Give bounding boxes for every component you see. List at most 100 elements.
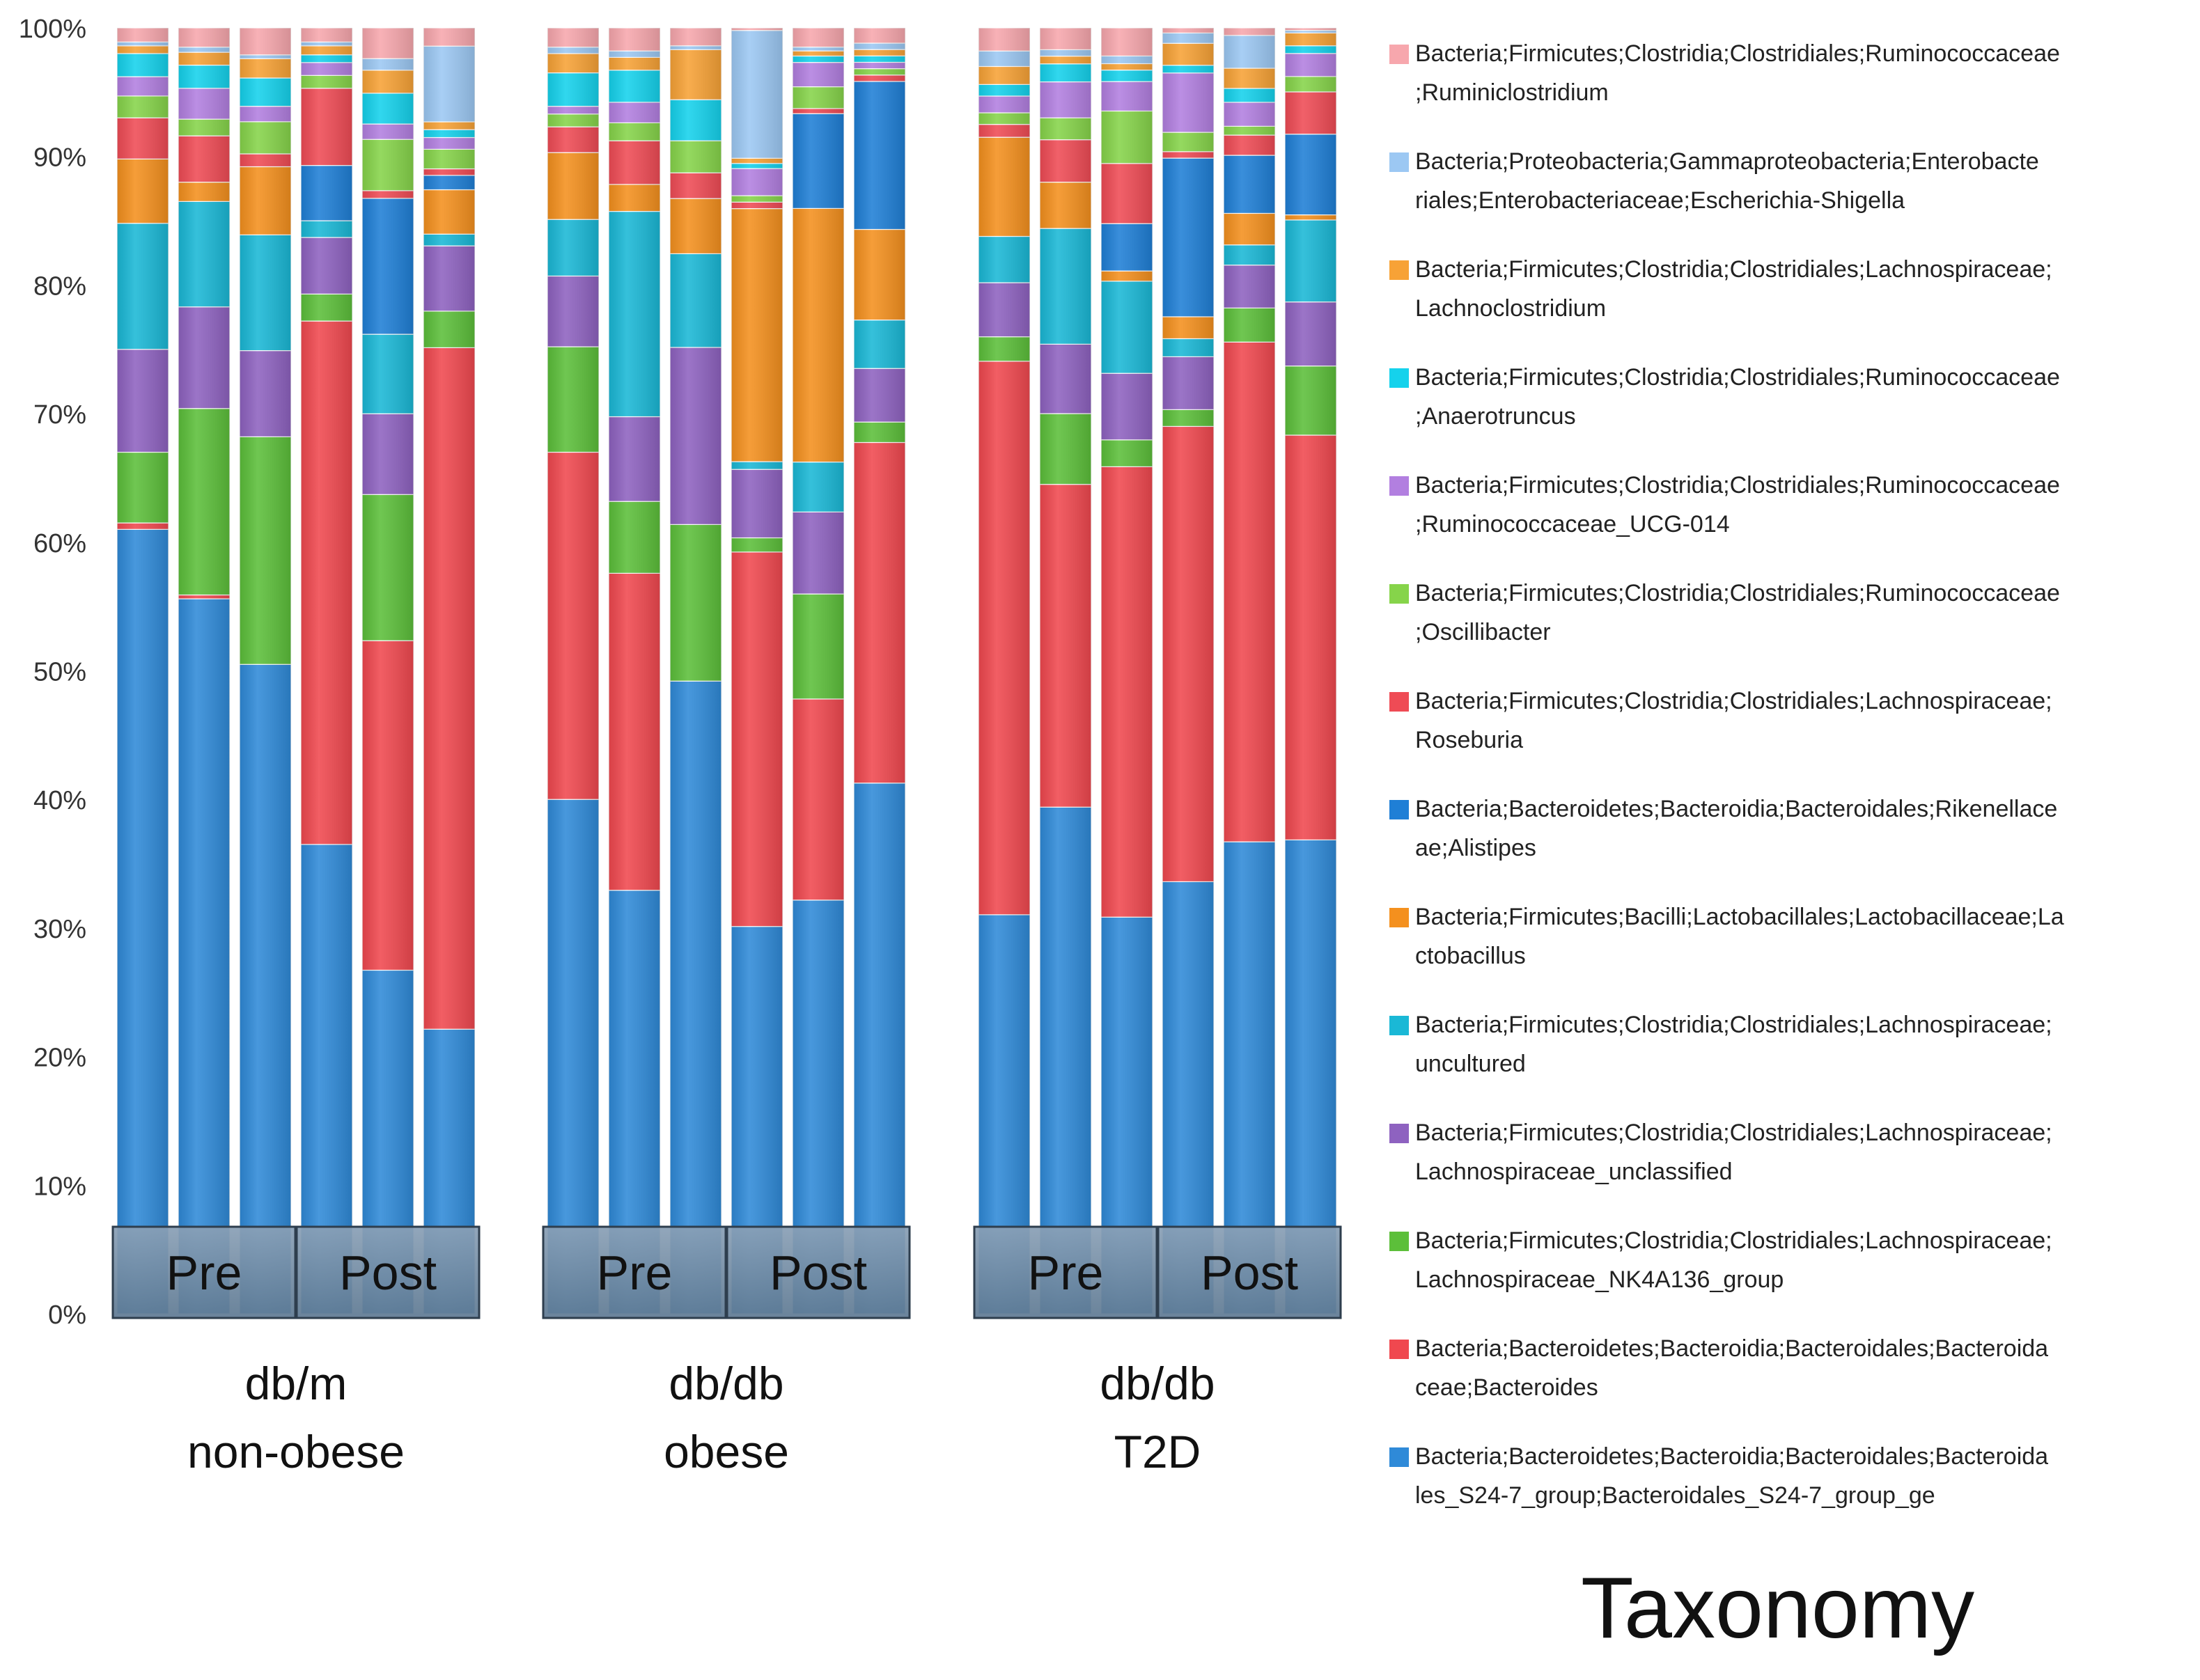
legend-label-line1: Bacteria;Firmicutes;Clostridia;Clostridi… — [1415, 688, 2052, 714]
legend-label-line1: Bacteria;Firmicutes;Clostridia;Clostridi… — [1415, 472, 2060, 498]
legend-item: Bacteria;Firmicutes;Bacilli;Lactobacilla… — [1389, 904, 2064, 969]
phase-label: Post — [1201, 1246, 1298, 1300]
phase-box — [726, 1225, 911, 1319]
legend-swatch — [1389, 1016, 1409, 1035]
legend-label-line1: Bacteria;Proteobacteria;Gammaproteobacte… — [1415, 148, 2039, 175]
stacked-bar — [361, 27, 414, 1314]
legend-label-line2: les_S24-7_group;Bacteroidales_S24-7_grou… — [1415, 1482, 1935, 1509]
legend-label-line1: Bacteria;Firmicutes;Clostridia;Clostridi… — [1415, 256, 2052, 283]
stacked-bar — [1162, 27, 1215, 1314]
group-label-line1: db/db — [1100, 1358, 1215, 1409]
legend-swatch — [1389, 1124, 1409, 1143]
stacked-bar — [853, 27, 906, 1314]
legend-swatch — [1389, 45, 1409, 64]
legend-swatch — [1389, 584, 1409, 604]
legend-label-line2: ae;Alistipes — [1415, 835, 1536, 861]
legend: Bacteria;Firmicutes;Clostridia;Clostridi… — [1389, 40, 2064, 1509]
bar-shading — [547, 28, 599, 1314]
legend-label-line1: Bacteria;Bacteroidetes;Bacteroidia;Bacte… — [1415, 796, 2057, 822]
legend-label-line2: Roseburia — [1415, 727, 1523, 753]
stacked-bar — [1284, 27, 1337, 1314]
phase-box — [111, 1225, 297, 1319]
legend-swatch — [1389, 1232, 1409, 1251]
phase-box — [542, 1225, 727, 1319]
bar-shading — [362, 28, 414, 1314]
legend-item: Bacteria;Firmicutes;Clostridia;Clostridi… — [1389, 688, 2052, 753]
legend-label-line2: Lachnospiraceae_NK4A136_group — [1415, 1266, 1784, 1293]
legend-item: Bacteria;Firmicutes;Clostridia;Clostridi… — [1389, 256, 2052, 322]
y-tick-label: 50% — [33, 658, 86, 687]
phase-label: Pre — [1028, 1246, 1104, 1300]
bar-shading — [670, 28, 721, 1314]
stacked-bar — [300, 27, 353, 1314]
legend-swatch — [1389, 260, 1409, 280]
legend-label-line1: Bacteria;Firmicutes;Clostridia;Clostridi… — [1415, 1120, 2052, 1146]
stacked-bar — [792, 27, 845, 1314]
bar-shading — [1162, 28, 1214, 1314]
bar-shading — [793, 28, 844, 1314]
legend-swatch — [1389, 1340, 1409, 1359]
phase-box — [295, 1225, 481, 1319]
y-tick-label: 80% — [33, 272, 86, 301]
legend-label-line2: ;Ruminococcaceae_UCG-014 — [1415, 511, 1730, 537]
phase-label: Post — [770, 1246, 867, 1300]
bar-shading — [1040, 28, 1091, 1314]
legend-swatch — [1389, 1447, 1409, 1467]
legend-label-line2: ;Anaerotruncus — [1415, 403, 1576, 430]
legend-swatch — [1389, 692, 1409, 712]
legend-title: Taxonomy — [1581, 1560, 1974, 1656]
legend-label-line1: Bacteria;Bacteroidetes;Bacteroidia;Bacte… — [1415, 1443, 2048, 1470]
legend-label-line1: Bacteria;Firmicutes;Clostridia;Clostridi… — [1415, 40, 2060, 67]
stacked-bar — [978, 27, 1031, 1314]
group-label-layer: db/m non-obese db/db obese db/db T2D — [187, 1358, 1215, 1477]
legend-item: Bacteria;Proteobacteria;Gammaproteobacte… — [1389, 148, 2039, 214]
stacked-bar — [1100, 27, 1153, 1314]
bar-shading — [117, 28, 169, 1314]
y-tick-label: 40% — [33, 786, 86, 815]
legend-label-line2: uncultured — [1415, 1051, 1526, 1077]
y-tick-label: 20% — [33, 1044, 86, 1073]
stacked-bar — [178, 27, 231, 1314]
group-label-line1: db/m — [245, 1358, 348, 1409]
group-label-line2: T2D — [1114, 1426, 1201, 1477]
y-tick-label: 90% — [33, 143, 86, 173]
phase-label: Pre — [166, 1246, 242, 1300]
bars-layer — [116, 27, 1337, 1314]
phase-label: Post — [339, 1246, 437, 1300]
legend-label-line2: ;Oscillibacter — [1415, 619, 1551, 645]
bar-shading — [178, 28, 230, 1314]
stacked-bar — [1039, 27, 1092, 1314]
stacked-bar — [239, 27, 292, 1314]
legend-item: Bacteria;Bacteroidetes;Bacteroidia;Bacte… — [1389, 1443, 2048, 1509]
legend-label-line2: ceae;Bacteroides — [1415, 1374, 1598, 1401]
legend-label-line2: ctobacillus — [1415, 943, 1526, 969]
legend-label-line2: Lachnoclostridium — [1415, 295, 1606, 322]
bar-shading — [1101, 28, 1153, 1314]
group-label-line1: db/db — [669, 1358, 783, 1409]
y-axis: 0% 10% 20% 30% 40% 50% 60% 70% 80% 90% 100% — [19, 15, 86, 1330]
legend-label-line2: riales;Enterobacteriaceae;Escherichia-Sh… — [1415, 187, 1905, 214]
y-tick-label: 70% — [33, 400, 86, 430]
phase-label-layer: Pre Post Pre Post Pre Post — [111, 1225, 1342, 1319]
legend-item: Bacteria;Firmicutes;Clostridia;Clostridi… — [1389, 40, 2060, 106]
bar-shading — [240, 28, 291, 1314]
stacked-bar — [669, 27, 722, 1314]
legend-label-line1: Bacteria;Firmicutes;Bacilli;Lactobacilla… — [1415, 904, 2064, 930]
legend-swatch — [1389, 368, 1409, 388]
legend-swatch — [1389, 908, 1409, 927]
y-tick-label: 60% — [33, 529, 86, 558]
legend-item: Bacteria;Firmicutes;Clostridia;Clostridi… — [1389, 364, 2060, 430]
y-tick-label: 100% — [19, 15, 86, 44]
group-label-line2: obese — [664, 1426, 789, 1477]
legend-swatch — [1389, 476, 1409, 496]
stacked-bar — [731, 27, 783, 1314]
stacked-bar — [116, 27, 169, 1314]
legend-label-line1: Bacteria;Firmicutes;Clostridia;Clostridi… — [1415, 1227, 2052, 1254]
legend-item: Bacteria;Bacteroidetes;Bacteroidia;Bacte… — [1389, 796, 2057, 861]
legend-item: Bacteria;Firmicutes;Clostridia;Clostridi… — [1389, 472, 2060, 537]
bar-shading — [854, 28, 905, 1314]
phase-box — [1157, 1225, 1342, 1319]
y-tick-label: 30% — [33, 915, 86, 944]
